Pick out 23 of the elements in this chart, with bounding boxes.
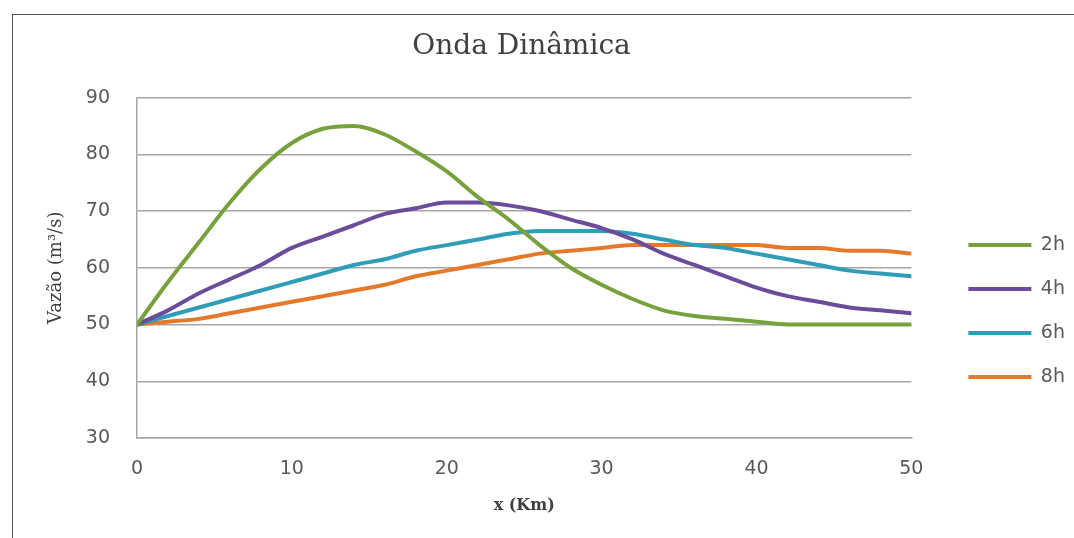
line-series: [137, 123, 912, 327]
line-series: [137, 200, 912, 327]
y-tick-label: 60: [85, 254, 110, 277]
line-series: [137, 228, 912, 327]
y-tick-label: 50: [85, 311, 110, 334]
x-tick-label: 50: [899, 456, 924, 479]
x-tick-label: 0: [130, 456, 144, 479]
x-tick-label: 10: [279, 456, 304, 479]
y-tick-label: 30: [85, 424, 110, 447]
legend-label: 6h: [1040, 319, 1066, 342]
y-tick-label: 40: [85, 368, 110, 391]
y-axis-title: Vazão (m³/s): [44, 211, 66, 326]
chart-title: Onda Dinâmica: [412, 28, 631, 62]
y-tick-label: 70: [85, 198, 110, 220]
x-tick-label: 40: [744, 456, 769, 479]
y-tick-label: 80: [85, 141, 110, 164]
legend-label: 2h: [1040, 231, 1066, 254]
legend-label: 4h: [1040, 275, 1066, 298]
x-tick-label: 30: [589, 456, 614, 479]
legend-label: 8h: [1040, 363, 1066, 386]
y-tick-label: 90: [85, 84, 110, 107]
x-tick-label: 20: [434, 456, 459, 479]
x-axis-title: x (Km): [493, 494, 555, 514]
